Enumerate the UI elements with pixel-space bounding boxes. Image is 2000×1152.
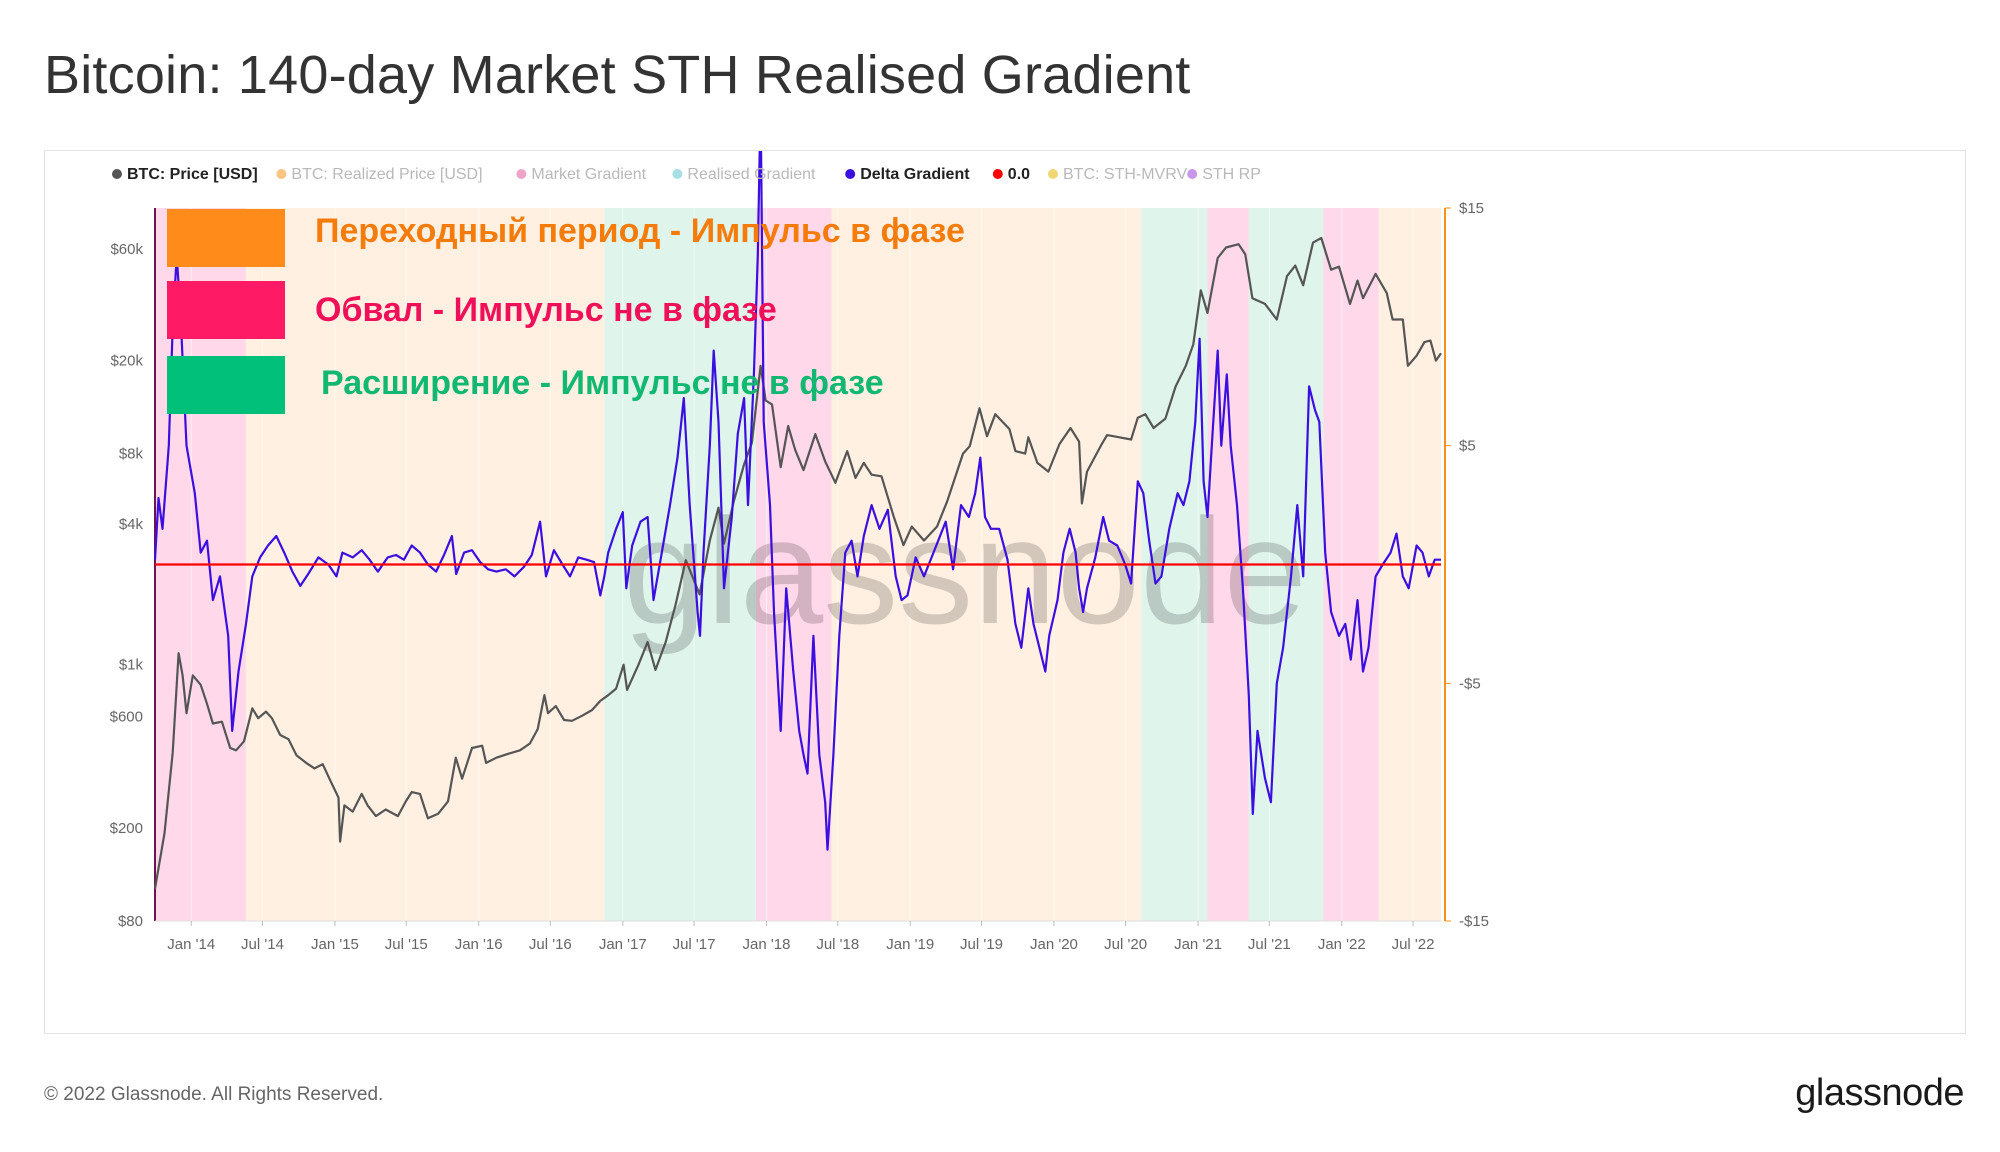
chart-legend: BTC: Price [USD] BTC: Realized Price [USD…	[112, 166, 1261, 183]
legend-item: 0.0	[1008, 166, 1030, 183]
series-delta-gradient	[153, 151, 1441, 851]
x-tick-label: Jan '21	[1174, 936, 1222, 953]
copyright-footer: © 2022 Glassnode. All Rights Reserved.	[44, 1084, 384, 1105]
phase-legend-label: Расширение - Импульс не в фазе	[321, 364, 884, 402]
phase-legend-label: Переходный период - Импульс в фазе	[315, 212, 965, 250]
legend-marker	[672, 169, 683, 179]
y-left-tick-label: $60k	[110, 241, 143, 258]
legend-marker	[845, 169, 856, 179]
y-left-tick-label: $1k	[119, 657, 144, 674]
legend-item: BTC: Price [USD]	[127, 166, 258, 183]
watermark: glassnode	[623, 487, 1307, 655]
x-tick-label: Jan '22	[1318, 936, 1366, 953]
series-lines	[153, 151, 1442, 889]
x-tick-label: Jul '15	[385, 936, 428, 953]
x-tick-label: Jul '20	[1104, 936, 1147, 953]
x-tick-label: Jan '15	[311, 936, 359, 953]
legend-item: BTC: STH-MVRV	[1063, 166, 1187, 183]
x-tick-label: Jan '17	[599, 936, 647, 953]
legend-marker	[276, 169, 287, 179]
glassnode-logo: glassnode	[1795, 1072, 1964, 1114]
y-left-tick-label: $200	[110, 820, 143, 837]
page-title: Bitcoin: 140-day Market STH Realised Gra…	[44, 45, 1191, 105]
x-tick-label: Jan '18	[743, 936, 791, 953]
x-tick-label: Jul '21	[1248, 936, 1291, 953]
chart-canvas: glassnode Jan '14 Jul '14 Jan '15 Jul '15 Ja…	[110, 151, 1489, 953]
x-tick-label: Jan '14	[167, 936, 215, 953]
x-tick-label: Jul '14	[241, 936, 284, 953]
y-right-tick-label: $5	[1459, 438, 1476, 455]
y-left-tick-label: $600	[110, 709, 143, 726]
legend-marker	[1187, 169, 1198, 179]
chart-panel: glassnode Jan '14 Jul '14 Jan '15 Jul '15 Ja…	[44, 150, 1966, 1034]
legend-marker	[992, 169, 1003, 179]
y-left-tick-label: $80	[118, 913, 143, 930]
phase-legend-swatch	[167, 356, 285, 414]
x-tick-label: Jan '19	[886, 936, 934, 953]
y-right-tick-label: -$15	[1459, 913, 1489, 930]
legend-item: STH RP	[1202, 166, 1261, 183]
axes: Jan '14 Jul '14 Jan '15 Jul '15 Jan '16 Jul '…	[110, 200, 1489, 953]
y-right-tick-label: -$5	[1459, 675, 1481, 692]
legend-marker	[1048, 169, 1058, 179]
x-tick-label: Jul '16	[529, 936, 572, 953]
x-tick-label: Jan '16	[455, 936, 503, 953]
x-tick-label: Jul '22	[1392, 936, 1435, 953]
y-left-tick-label: $8k	[119, 446, 144, 463]
x-tick-label: Jul '17	[673, 936, 716, 953]
phase-legend: Переходный период - Импульс в фазе Обвал …	[167, 209, 965, 414]
legend-item: Realised Gradient	[687, 166, 816, 183]
x-tick-label: Jul '19	[960, 936, 1003, 953]
legend-item: BTC: Realized Price [USD]	[291, 166, 482, 183]
legend-marker	[516, 169, 527, 179]
phase-legend-label: Обвал - Импульс не в фазе	[315, 291, 777, 329]
legend-marker	[112, 169, 122, 179]
x-tick-label: Jul '18	[816, 936, 859, 953]
phase-legend-swatch	[167, 209, 285, 267]
phase-legend-swatch	[167, 281, 285, 339]
y-left-tick-label: $4k	[119, 516, 144, 533]
y-right-tick-label: $15	[1459, 200, 1484, 217]
legend-item: Delta Gradient	[860, 166, 970, 183]
y-left-tick-label: $20k	[110, 353, 143, 370]
legend-item: Market Gradient	[531, 166, 646, 183]
x-tick-label: Jan '20	[1030, 936, 1078, 953]
